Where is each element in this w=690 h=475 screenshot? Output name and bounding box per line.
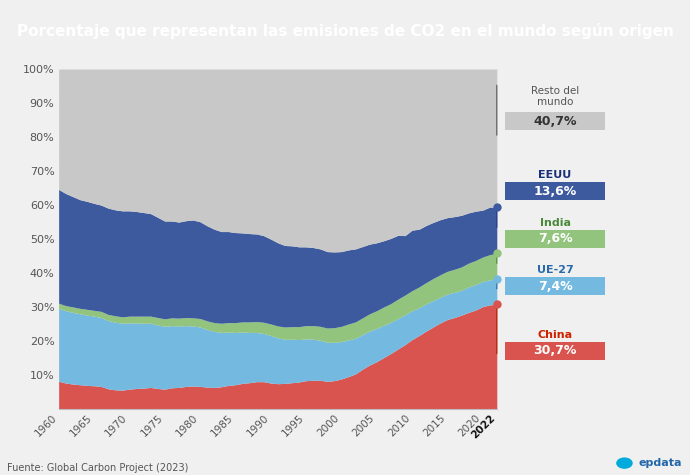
- Text: 40,7%: 40,7%: [533, 114, 577, 127]
- Text: EEUU: EEUU: [538, 170, 572, 180]
- Text: UE-27: UE-27: [537, 266, 573, 276]
- Text: India: India: [540, 218, 571, 228]
- Text: 13,6%: 13,6%: [533, 185, 577, 198]
- Text: Fuente: Global Carbon Project (2023): Fuente: Global Carbon Project (2023): [7, 463, 188, 473]
- Text: China: China: [538, 330, 573, 340]
- Text: Resto del
mundo: Resto del mundo: [531, 86, 579, 107]
- Text: epdata: epdata: [638, 458, 682, 468]
- Text: 7,6%: 7,6%: [538, 232, 573, 245]
- Text: 7,4%: 7,4%: [538, 280, 573, 293]
- Text: Porcentaje que representan las emisiones de CO2 en el mundo según origen: Porcentaje que representan las emisiones…: [17, 23, 673, 39]
- Text: 30,7%: 30,7%: [533, 344, 577, 357]
